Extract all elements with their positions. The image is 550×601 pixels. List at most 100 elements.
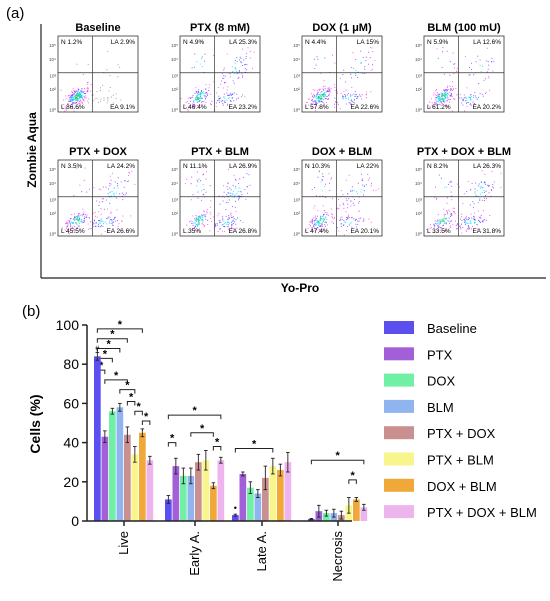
flow-event-dot (222, 102, 224, 104)
flow-event-dot (203, 214, 205, 216)
flow-event-dot (90, 90, 92, 92)
flow-event-dot (353, 218, 355, 220)
flow-event-dot (456, 223, 458, 226)
flow-event-dot (448, 220, 450, 222)
flow-event-dot (198, 223, 200, 225)
flow-plot-tick: 10³ (49, 198, 56, 203)
flow-event-dot (475, 182, 477, 184)
flow-event-dot (473, 222, 475, 224)
flow-event-dot (195, 215, 197, 217)
flow-event-dot (465, 216, 467, 218)
flow-event-dot (450, 87, 452, 89)
flow-event-dot (102, 225, 104, 227)
flow-plot-tick: 10⁴ (293, 181, 300, 186)
flow-event-dot (195, 91, 198, 93)
flow-event-dot (456, 94, 458, 96)
quadrant-label-late-apoptotic: LA 26.9% (229, 163, 257, 170)
flow-event-dot (344, 93, 346, 95)
flow-event-dot (224, 100, 226, 102)
flow-plot-frame (301, 35, 383, 113)
flow-event-dot (203, 101, 205, 103)
flow-event-dot (447, 89, 449, 92)
flow-event-dot (439, 221, 441, 223)
flow-event-dot (204, 214, 206, 216)
flow-event-dot (371, 64, 374, 66)
flow-event-dot (218, 213, 220, 215)
flow-event-dot (460, 228, 462, 230)
flow-event-dot (440, 94, 442, 96)
flow-event-dot (74, 215, 76, 218)
flow-event-dot (446, 105, 448, 107)
flow-event-dot (227, 86, 229, 88)
flow-event-dot (205, 218, 207, 220)
flow-event-dot (311, 228, 313, 230)
flow-event-dot (439, 223, 441, 225)
flow-event-dot (444, 101, 446, 103)
flow-event-dot (239, 190, 241, 192)
flow-event-dot (205, 191, 207, 193)
flow-event-dot (453, 73, 455, 75)
flow-event-dot (311, 220, 313, 222)
flow-event-dot (371, 183, 373, 185)
flow-event-dot (437, 222, 439, 224)
flow-event-dot (438, 94, 440, 96)
flow-event-dot (444, 230, 446, 232)
flow-event-dot (477, 228, 479, 230)
flow-event-dot (77, 215, 79, 217)
flow-event-dot (109, 191, 111, 193)
flow-event-dot (79, 98, 81, 100)
flow-event-dot (316, 90, 318, 92)
flow-event-dot (202, 100, 204, 103)
flow-event-dot (347, 94, 349, 96)
flow-plot-tick: 10² (171, 211, 178, 216)
flow-event-dot (104, 221, 106, 223)
flow-event-dot (435, 198, 438, 200)
flow-event-dot (483, 103, 485, 105)
flow-event-dot (71, 94, 73, 96)
flow-event-dot (232, 216, 234, 218)
flow-event-dot (79, 96, 81, 98)
flow-event-dot (348, 92, 350, 95)
significance-star: * (200, 423, 205, 435)
flow-event-dot (217, 215, 219, 217)
flow-event-dot (357, 182, 359, 184)
significance-bracket (119, 389, 136, 394)
flow-event-dot (477, 55, 479, 57)
flow-event-dot (447, 219, 449, 222)
flow-event-dot (128, 171, 130, 173)
flow-plot-tick: 10⁰ (49, 232, 56, 237)
flow-event-dot (314, 67, 316, 70)
flow-event-dot (450, 213, 452, 215)
flow-event-dot (321, 190, 323, 192)
flow-event-dot (198, 100, 200, 102)
flow-event-dot (470, 189, 472, 191)
flow-event-dot (309, 220, 311, 222)
flow-event-dot (72, 227, 74, 229)
flow-event-dot (227, 168, 230, 170)
flow-event-dot (320, 91, 322, 94)
flow-event-dot (228, 215, 230, 217)
flow-event-dot (312, 89, 314, 91)
flow-event-dot (115, 192, 117, 194)
flow-event-dot (200, 57, 203, 59)
flow-event-dot (312, 95, 314, 98)
flow-event-dot (231, 221, 233, 223)
flow-event-dot (218, 99, 220, 101)
flow-event-dot (461, 216, 463, 218)
flow-event-dot (468, 74, 470, 76)
flow-event-dot (75, 102, 77, 104)
dot-marker: • (234, 503, 237, 513)
flow-event-dot (81, 102, 83, 105)
flow-event-dot (475, 195, 477, 197)
flow-event-dot (446, 96, 448, 98)
flow-plot-tick: 10⁴ (49, 57, 56, 62)
flow-event-dot (226, 104, 229, 106)
flow-event-dot (227, 224, 229, 226)
flow-event-dot (206, 171, 208, 173)
flow-event-dot (450, 220, 452, 222)
flow-event-dot (351, 100, 353, 102)
flow-event-dot (440, 92, 442, 94)
flow-event-dot (340, 190, 342, 192)
flow-event-dot (451, 214, 453, 217)
flow-event-dot (194, 229, 196, 231)
